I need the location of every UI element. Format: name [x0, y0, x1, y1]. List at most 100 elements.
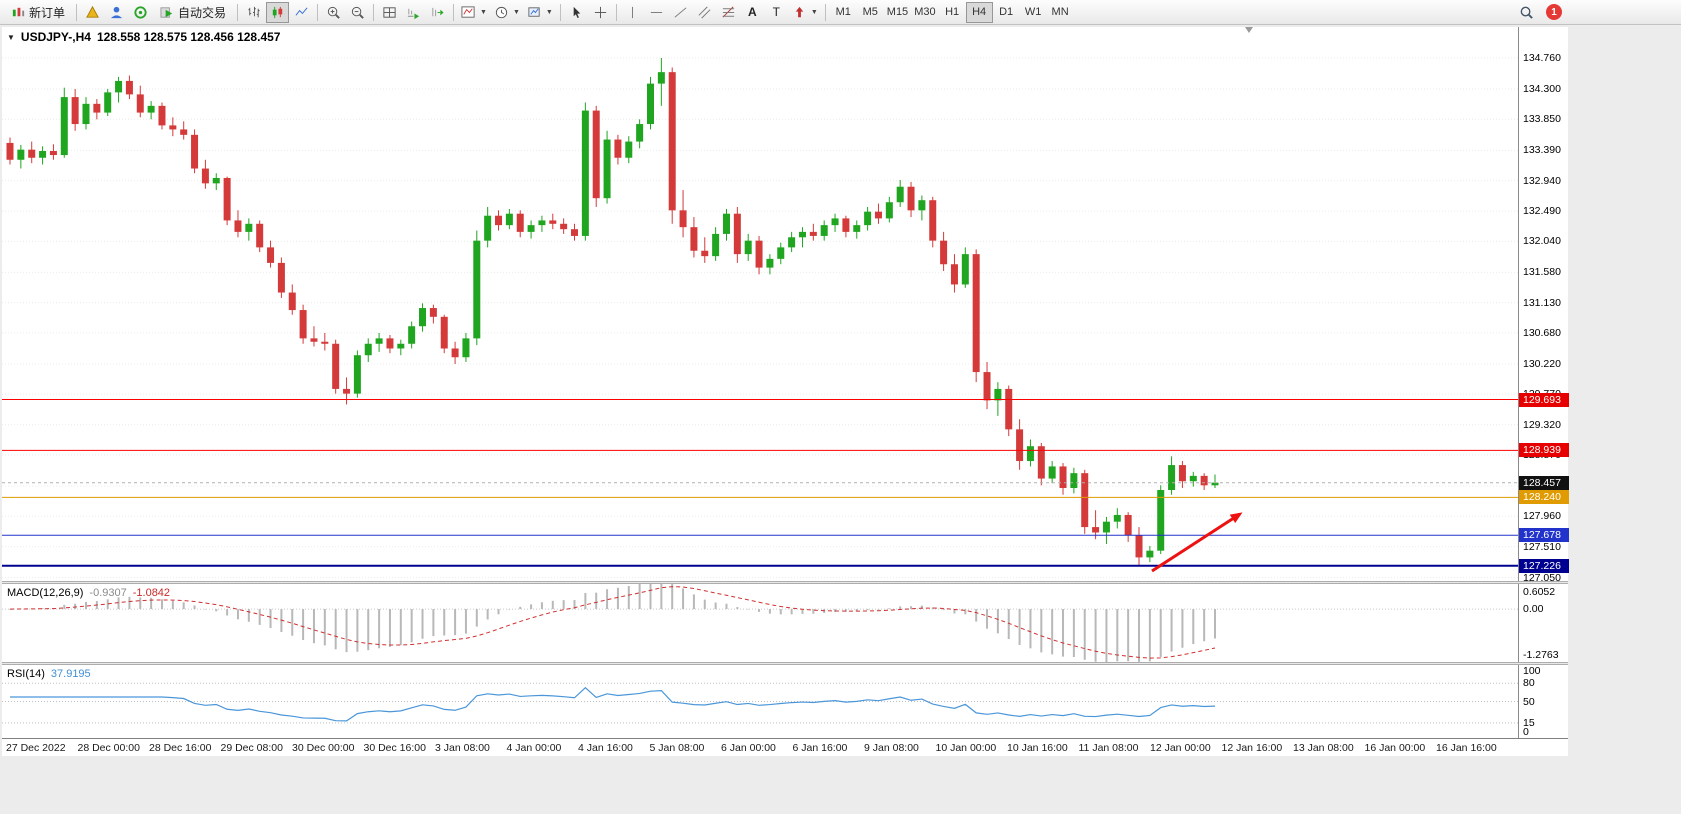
rsi-axis-label: 100: [1523, 665, 1541, 677]
new-order-button[interactable]: 新订单: [4, 2, 72, 23]
price-axis-column[interactable]: 134.760 134.300 133.850 133.390 132.940 132.4…: [1518, 27, 1569, 756]
price-axis-label: 127.050: [1523, 571, 1561, 584]
toolbar-separator: [615, 3, 617, 21]
time-axis-label: 28 Dec 00:00: [77, 742, 140, 754]
notification-badge[interactable]: 1: [1546, 4, 1562, 20]
auto-trading-button[interactable]: 自动交易: [153, 2, 233, 23]
time-axis-label: 16 Jan 16:00: [1436, 742, 1497, 754]
panel-separator[interactable]: [2, 581, 1568, 584]
search-icon: [1520, 6, 1533, 19]
price-axis-label: 134.300: [1523, 83, 1561, 95]
timeframe-button-d1[interactable]: D1: [993, 2, 1020, 23]
metaeditor-button[interactable]: [81, 2, 104, 23]
price-badge: 128.240: [1519, 490, 1569, 505]
price-axis-label: 130.680: [1523, 326, 1561, 339]
auto-scroll-button[interactable]: [402, 2, 425, 23]
price-axis-label: 134.760: [1523, 52, 1561, 64]
template-icon: [528, 6, 540, 17]
new-order-label: 新订单: [29, 5, 66, 20]
time-axis-label: 5 Jan 08:00: [649, 742, 705, 754]
search-button[interactable]: [1515, 2, 1538, 23]
channel-icon: [698, 6, 711, 18]
time-axis-label: 10 Jan 16:00: [1007, 742, 1068, 754]
rsi-panel[interactable]: [2, 665, 1518, 738]
price-axis-label: 132.940: [1523, 174, 1561, 187]
market-watch-icon: [134, 5, 147, 19]
line-chart-button[interactable]: [290, 2, 313, 23]
toolbar-separator: [559, 3, 561, 21]
price-badge: 127.678: [1519, 528, 1569, 543]
main-toolbar: 新订单 自动交易: [0, 0, 1681, 25]
macd-panel[interactable]: [2, 584, 1518, 662]
trendline-button[interactable]: [669, 2, 692, 23]
crosshair-button[interactable]: [589, 2, 612, 23]
time-axis-label: 29 Dec 08:00: [220, 742, 283, 754]
price-axis-label: 131.580: [1523, 266, 1561, 279]
cursor-button[interactable]: [565, 2, 588, 23]
vertical-line-button[interactable]: [621, 2, 644, 23]
template-dropdown[interactable]: ▼: [524, 2, 556, 23]
market-watch-button[interactable]: [129, 2, 152, 23]
chevron-down-icon: ▼: [480, 8, 487, 16]
collapse-chart-icon[interactable]: ▼: [7, 32, 15, 42]
horizontal-line-button[interactable]: [645, 2, 668, 23]
text-button[interactable]: A: [741, 2, 764, 23]
main-chart-panel[interactable]: [2, 27, 1518, 581]
time-axis[interactable]: 27 Dec 2022 28 Dec 00:00 28 Dec 16:00 29 De…: [2, 738, 1568, 756]
chart-shift-button[interactable]: [426, 2, 449, 23]
rsi-axis-label: 0: [1523, 726, 1529, 738]
profile-icon: [110, 6, 123, 18]
macd-label: MACD(12,26,9) -0.9307 -1.0842: [7, 587, 170, 599]
toolbar-separator: [237, 3, 239, 21]
time-axis-label: 28 Dec 16:00: [149, 742, 212, 754]
panel-separator[interactable]: [2, 662, 1568, 665]
period-dropdown[interactable]: ▼: [491, 2, 523, 23]
time-axis-label: 12 Jan 16:00: [1221, 742, 1283, 754]
chart-plots-column: ▼ USDJPY-,H4 128.558 128.575 128.456 128…: [2, 27, 1568, 756]
candlestick-button[interactable]: [266, 1, 290, 23]
bar-chart-button[interactable]: [242, 2, 265, 23]
timeframe-button-w1[interactable]: W1: [1020, 2, 1047, 23]
macd-chart-canvas[interactable]: [2, 584, 1518, 662]
rsi-chart-canvas[interactable]: [2, 665, 1518, 738]
cursor-icon: [573, 6, 581, 18]
fibonacci-icon: [722, 6, 734, 18]
price-axis-label: 133.390: [1523, 144, 1561, 157]
rsi-axis-label: 50: [1523, 695, 1535, 708]
text-label-button[interactable]: T: [765, 2, 788, 23]
rsi-value: 37.9195: [50, 668, 91, 680]
time-axis-label: 6 Jan 00:00: [721, 742, 776, 754]
new-order-icon: [12, 7, 25, 16]
crosshair-icon: [594, 6, 606, 18]
price-axis-label: 129.320: [1523, 418, 1561, 431]
ohlc-values: 128.558 128.575 128.456 128.457: [96, 30, 281, 44]
profile-button[interactable]: [105, 2, 128, 23]
auto-trading-label: 自动交易: [178, 5, 227, 20]
price-badge: 127.226: [1519, 558, 1569, 573]
line-chart-icon: [295, 7, 308, 16]
zoom-in-icon: [327, 6, 340, 19]
zoom-out-button[interactable]: [346, 2, 369, 23]
timeframe-button-m30[interactable]: M30: [911, 2, 938, 23]
tile-windows-button[interactable]: [378, 2, 401, 23]
price-axis-label: 127.960: [1523, 510, 1561, 523]
timeframe-button-mn[interactable]: MN: [1047, 2, 1074, 23]
toolbar-separator: [453, 3, 455, 21]
time-axis-label: 10 Jan 00:00: [935, 742, 997, 754]
timeframe-button-m5[interactable]: M5: [857, 2, 884, 23]
timeframe-button-h4[interactable]: H4: [965, 1, 993, 23]
time-axis-label: 3 Jan 08:00: [435, 742, 490, 754]
arrows-dropdown[interactable]: ▼: [789, 2, 821, 23]
fibonacci-button[interactable]: [717, 2, 740, 23]
new-chart-icon: [461, 5, 475, 18]
zoom-in-button[interactable]: [322, 2, 345, 23]
candlestick-chart-canvas[interactable]: [2, 27, 1518, 581]
timeframe-button-h1[interactable]: H1: [939, 2, 966, 23]
timeframe-button-m1[interactable]: M1: [830, 2, 857, 23]
vertical-line-icon: [631, 6, 633, 18]
macd-axis: 0.6052 0.00 -1.2763: [1519, 584, 1569, 662]
text-tool-icon: A: [748, 5, 757, 19]
new-chart-dropdown[interactable]: ▼: [458, 2, 490, 23]
timeframe-button-m15[interactable]: M15: [884, 2, 911, 23]
channel-button[interactable]: [693, 2, 716, 23]
